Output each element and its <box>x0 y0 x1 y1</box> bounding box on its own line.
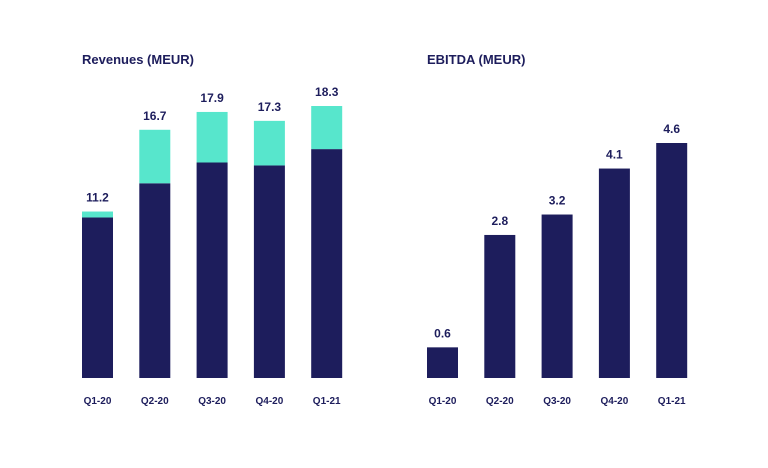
ebitda-value-label: 2.8 <box>491 214 508 228</box>
revenues-bar-q4-20-segment-1 <box>253 165 285 378</box>
revenues-bar-q3-20-segment-1 <box>196 162 228 378</box>
revenues-chart: Revenues (MEUR) 11.2 16.7 17.9 17.3 18.3 Q1-… <box>82 52 343 407</box>
ebitda-value-label: 4.1 <box>606 148 623 162</box>
revenues-tick-label: Q1-20 <box>84 396 112 407</box>
ebitda-bar-q4-20 <box>598 168 630 378</box>
revenues-bar-q1-20-segment-2 <box>82 211 113 218</box>
ebitda-x-axis: Q1-20 Q2-20 Q3-20 Q4-20 Q1-21 <box>429 396 686 407</box>
revenues-bar-q4-20-segment-2 <box>253 120 285 166</box>
revenues-tick-label: Q4-20 <box>256 396 284 407</box>
ebitda-chart: EBITDA (MEUR) 0.6 2.8 3.2 4.1 4.6 Q1-20 Q2-20… <box>427 52 688 407</box>
revenues-value-label: 17.9 <box>200 91 224 105</box>
revenues-tick-label: Q3-20 <box>198 396 226 407</box>
revenues-x-axis: Q1-20 Q2-20 Q3-20 Q4-20 Q1-21 <box>84 396 341 407</box>
revenues-value-label: 16.7 <box>143 109 167 123</box>
ebitda-value-labels: 0.6 2.8 3.2 4.1 4.6 <box>434 122 680 340</box>
ebitda-bar-q3-20 <box>541 214 573 378</box>
revenues-bar-q1-21-segment-2 <box>311 106 343 150</box>
revenues-value-labels: 11.2 16.7 17.9 17.3 18.3 <box>86 85 339 205</box>
revenues-bar-q1-20-segment-1 <box>82 217 113 378</box>
revenues-value-label: 17.3 <box>258 100 282 114</box>
ebitda-tick-label: Q1-20 <box>429 396 457 407</box>
ebitda-tick-label: Q3-20 <box>543 396 571 407</box>
revenues-bar-q2-20-segment-2 <box>139 129 171 184</box>
revenues-tick-label: Q2-20 <box>141 396 169 407</box>
revenues-chart-title: Revenues (MEUR) <box>82 52 194 67</box>
revenues-bar-q3-20-segment-2 <box>196 111 228 163</box>
ebitda-tick-label: Q4-20 <box>601 396 629 407</box>
revenues-value-label: 18.3 <box>315 85 339 99</box>
revenues-bar-q1-21-segment-1 <box>311 149 343 378</box>
ebitda-bar-q1-20 <box>427 347 458 378</box>
revenues-bars <box>82 106 343 378</box>
revenues-bar-q2-20-segment-1 <box>139 183 171 378</box>
ebitda-value-label: 3.2 <box>549 194 566 208</box>
ebitda-tick-label: Q1-21 <box>658 396 686 407</box>
ebitda-bar-q1-21 <box>656 143 688 378</box>
ebitda-value-label: 0.6 <box>434 326 451 340</box>
ebitda-bar-q2-20 <box>484 234 516 378</box>
ebitda-tick-label: Q2-20 <box>486 396 514 407</box>
ebitda-chart-title: EBITDA (MEUR) <box>427 52 525 67</box>
revenues-tick-label: Q1-21 <box>313 396 341 407</box>
ebitda-value-label: 4.6 <box>663 122 680 136</box>
ebitda-bars <box>427 143 688 378</box>
revenues-value-label: 11.2 <box>86 191 109 205</box>
